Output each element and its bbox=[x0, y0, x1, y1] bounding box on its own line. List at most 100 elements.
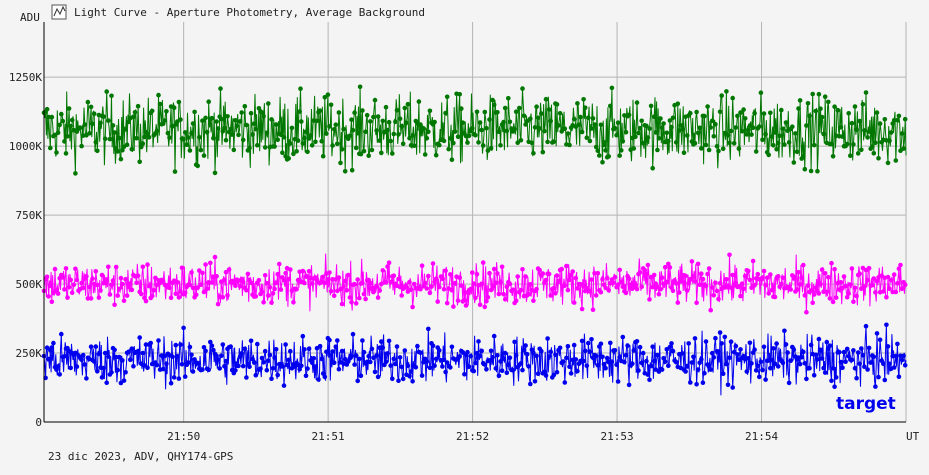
data-point bbox=[615, 120, 621, 125]
data-point bbox=[347, 133, 353, 139]
data-point bbox=[239, 110, 244, 115]
data-point bbox=[736, 284, 742, 290]
data-point bbox=[113, 264, 119, 270]
data-point bbox=[513, 109, 519, 114]
data-point bbox=[410, 379, 415, 384]
data-point bbox=[393, 119, 398, 125]
data-point bbox=[620, 284, 626, 290]
data-point bbox=[175, 279, 180, 285]
data-point bbox=[178, 342, 183, 347]
data-point bbox=[273, 122, 279, 127]
data-point bbox=[171, 105, 177, 110]
data-point bbox=[247, 145, 252, 151]
data-point bbox=[562, 283, 568, 289]
data-point bbox=[88, 104, 94, 110]
data-point bbox=[128, 357, 133, 363]
data-point bbox=[215, 301, 221, 307]
y-tick-label: 1250K bbox=[9, 71, 42, 84]
data-point bbox=[711, 293, 717, 298]
data-point bbox=[474, 350, 480, 356]
data-point bbox=[303, 373, 309, 379]
data-point bbox=[286, 357, 292, 363]
data-point bbox=[545, 139, 550, 145]
data-point bbox=[330, 349, 335, 354]
data-point bbox=[270, 291, 276, 296]
data-point bbox=[353, 145, 359, 151]
data-point bbox=[118, 275, 124, 281]
series-line-0 bbox=[43, 86, 907, 174]
data-point bbox=[584, 363, 590, 369]
data-point bbox=[565, 131, 571, 136]
data-point bbox=[281, 383, 287, 388]
data-point bbox=[695, 130, 701, 136]
data-point bbox=[658, 116, 663, 121]
data-point bbox=[195, 163, 200, 169]
data-point bbox=[565, 287, 571, 293]
data-point bbox=[131, 114, 136, 119]
data-point bbox=[485, 148, 491, 153]
data-point bbox=[173, 291, 179, 297]
data-point bbox=[686, 341, 691, 346]
data-point bbox=[240, 137, 246, 143]
data-point bbox=[874, 278, 880, 284]
data-point bbox=[714, 144, 720, 149]
data-point bbox=[143, 298, 149, 304]
data-point bbox=[236, 363, 241, 369]
data-point bbox=[775, 274, 781, 279]
data-point bbox=[768, 110, 773, 116]
data-point bbox=[281, 134, 287, 140]
data-point bbox=[278, 132, 284, 137]
data-point bbox=[129, 146, 135, 152]
data-point bbox=[816, 336, 822, 342]
data-point bbox=[267, 284, 273, 290]
data-point bbox=[568, 371, 574, 376]
data-point bbox=[302, 135, 307, 141]
data-point bbox=[670, 348, 676, 354]
data-point bbox=[330, 143, 335, 148]
data-point bbox=[115, 149, 120, 154]
data-point bbox=[766, 291, 771, 296]
data-point bbox=[451, 140, 456, 146]
data-point bbox=[488, 145, 494, 151]
data-point bbox=[575, 101, 580, 106]
data-point bbox=[200, 118, 205, 123]
data-point bbox=[824, 289, 830, 295]
data-point bbox=[705, 104, 710, 109]
data-point bbox=[397, 355, 403, 360]
data-point bbox=[327, 337, 332, 343]
data-point bbox=[219, 353, 224, 359]
data-point bbox=[209, 115, 215, 121]
data-point bbox=[317, 108, 323, 113]
data-point bbox=[90, 276, 95, 281]
data-point bbox=[571, 116, 577, 122]
data-point bbox=[581, 358, 586, 364]
data-point bbox=[532, 125, 538, 130]
data-point bbox=[361, 349, 367, 355]
data-point bbox=[352, 362, 357, 367]
data-point bbox=[589, 337, 594, 342]
data-point bbox=[733, 125, 739, 130]
data-point bbox=[251, 360, 257, 365]
data-point bbox=[827, 343, 833, 349]
data-point bbox=[797, 282, 803, 287]
data-point bbox=[441, 138, 447, 144]
data-point bbox=[807, 365, 812, 371]
data-point bbox=[361, 148, 367, 154]
data-point bbox=[799, 275, 804, 281]
data-point bbox=[48, 283, 53, 289]
data-point bbox=[79, 357, 84, 363]
data-point bbox=[772, 361, 778, 367]
data-point bbox=[877, 121, 883, 126]
data-point bbox=[603, 148, 608, 153]
data-point bbox=[793, 131, 798, 136]
data-point bbox=[730, 385, 735, 390]
data-point bbox=[600, 277, 605, 282]
data-point bbox=[633, 134, 638, 140]
data-point bbox=[107, 292, 113, 297]
data-point bbox=[59, 111, 64, 117]
data-point bbox=[520, 367, 525, 373]
data-point bbox=[496, 373, 502, 379]
data-point bbox=[104, 277, 109, 282]
data-point bbox=[297, 109, 303, 114]
data-point bbox=[424, 286, 430, 291]
